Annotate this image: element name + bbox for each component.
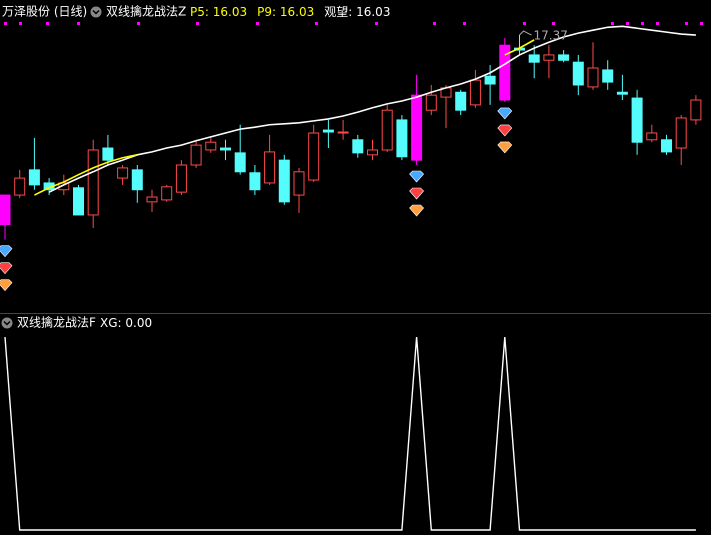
candle-body	[572, 61, 584, 86]
legend-label: P9:	[257, 5, 276, 19]
candle-body	[131, 169, 143, 191]
diamond	[497, 141, 513, 154]
candle-body	[102, 147, 114, 161]
candle-body	[190, 144, 202, 166]
candle-body	[28, 169, 40, 186]
candle-body	[352, 139, 364, 154]
indicator-icon[interactable]	[90, 6, 102, 18]
candle-body	[73, 187, 84, 216]
candle-body	[602, 69, 614, 83]
candle-body	[146, 196, 158, 203]
legend-value: 16.03	[356, 5, 390, 19]
candle-body	[469, 79, 481, 106]
legend-value: 16.03	[213, 5, 247, 19]
candle-body	[646, 132, 658, 141]
indicator-value: XG: 0.00	[100, 316, 152, 330]
signal-diamonds	[497, 107, 513, 154]
candle-body	[0, 194, 11, 226]
candle-body	[616, 91, 628, 95]
diamond	[409, 170, 425, 183]
candle-body	[249, 172, 261, 191]
xg-line	[4, 336, 696, 531]
candle-body	[293, 171, 305, 196]
candle-body	[690, 99, 702, 121]
candle-body	[87, 149, 99, 216]
diamond	[409, 204, 425, 217]
candle-body	[528, 54, 540, 63]
candle-body	[117, 167, 129, 179]
signal-diamonds	[409, 170, 425, 217]
legend-value: 16.03	[280, 5, 314, 19]
diamond	[497, 107, 513, 120]
candle-body	[455, 91, 467, 111]
candle-body	[381, 109, 393, 151]
candle-body	[205, 141, 217, 151]
indicator-icon[interactable]	[1, 317, 13, 329]
diamond	[497, 124, 513, 137]
legend-label: P5:	[190, 5, 209, 19]
annotation-label: 17.37	[534, 29, 568, 43]
candle-body	[220, 147, 231, 151]
top-dots	[4, 22, 703, 25]
legend-item: P5: 16.03	[190, 5, 247, 19]
indicator-name: 双线擒龙战法F	[17, 315, 96, 330]
indicator-line	[34, 154, 138, 196]
legend-item: P9: 16.03	[257, 5, 314, 19]
candle-body	[322, 129, 334, 133]
candle-body	[58, 182, 70, 191]
indicator-line	[504, 39, 535, 56]
annotation-pointer	[519, 30, 532, 36]
candle-body	[631, 97, 643, 143]
candle-body	[367, 149, 378, 156]
label: XG:	[100, 316, 122, 330]
candle-body	[484, 75, 496, 85]
legend-label: 观望:	[324, 5, 352, 19]
candle-body	[278, 159, 290, 203]
candle-body	[396, 119, 408, 158]
candle-body	[543, 54, 555, 61]
candle-body	[499, 44, 511, 101]
candle-body	[675, 117, 687, 149]
candle-body	[425, 94, 437, 111]
diamond	[0, 279, 13, 292]
value: 0.00	[125, 316, 152, 330]
indicator-line	[48, 25, 696, 193]
candle-body	[234, 152, 246, 173]
candle-body	[411, 94, 423, 161]
candle-body	[558, 54, 570, 61]
candle-body	[161, 186, 173, 201]
candle-body	[308, 132, 320, 181]
diamond	[0, 262, 13, 275]
signal-diamonds	[0, 245, 13, 292]
diamond	[409, 187, 425, 200]
indicator-name: 双线擒龙战法Z	[106, 4, 186, 19]
candle-body	[587, 67, 599, 88]
legend-item: 观望: 16.03	[324, 5, 390, 19]
chart-title: 万泽股份 (日线)	[2, 5, 87, 19]
candle-body	[14, 177, 26, 196]
candle-body	[337, 131, 349, 134]
candle-body	[264, 151, 276, 184]
diamond	[0, 245, 13, 258]
candle-body	[175, 164, 187, 193]
candle-body	[661, 139, 672, 153]
